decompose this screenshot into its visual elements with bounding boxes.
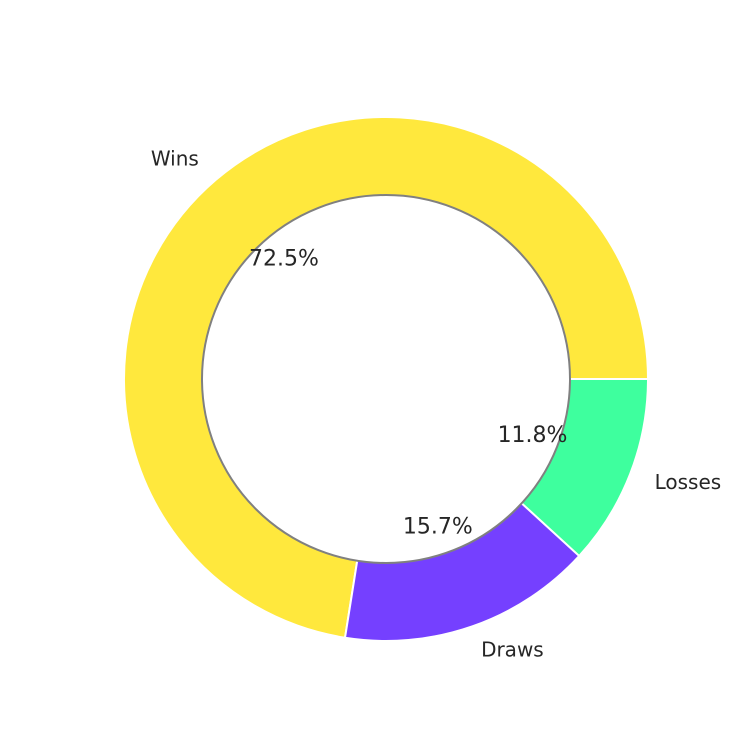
labels-group: Wins 72.5% Draws 15.7% Losses 11.8%	[151, 146, 721, 661]
slice-label-losses: Losses	[655, 470, 722, 494]
pct-label-draws: 15.7%	[403, 514, 473, 539]
pct-label-wins: 72.5%	[249, 246, 319, 271]
slice-label-wins: Wins	[151, 146, 199, 170]
pct-label-losses: 11.8%	[498, 423, 568, 448]
donut-center-ring	[201, 194, 571, 564]
slice-label-draws: Draws	[481, 638, 544, 662]
